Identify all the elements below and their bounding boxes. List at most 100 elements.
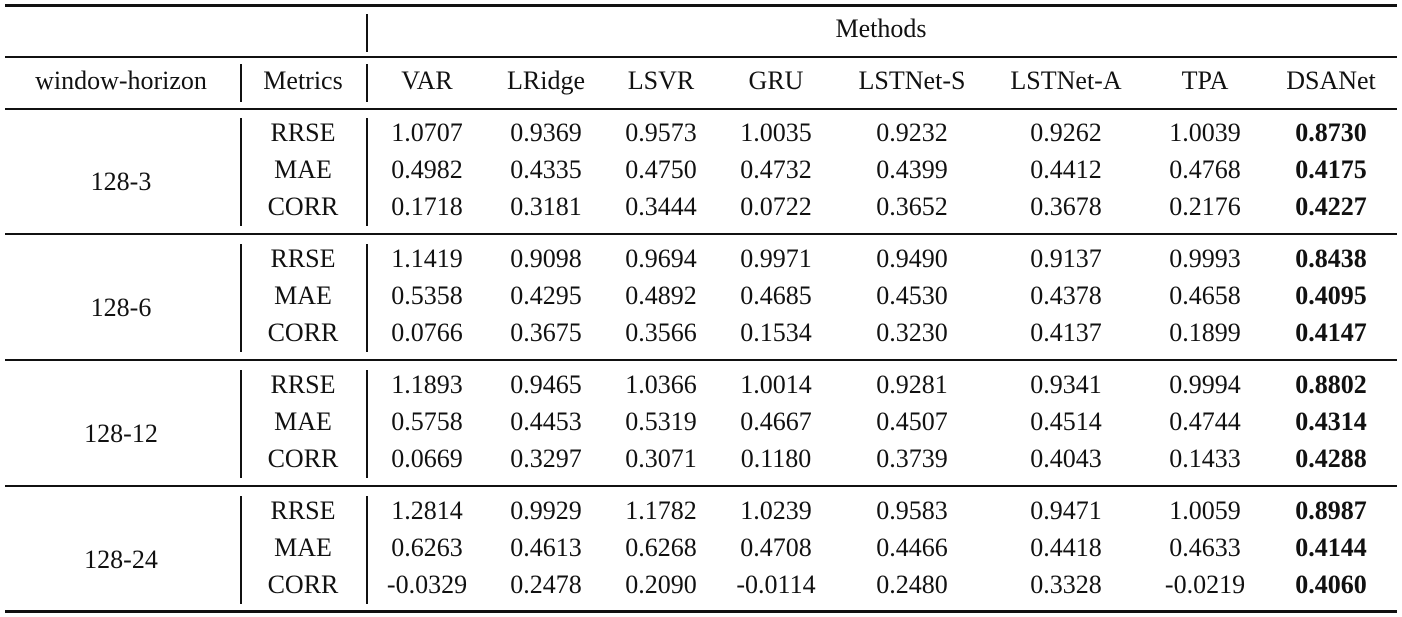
value-cell: 0.4227 bbox=[1295, 192, 1367, 221]
value-cell: 0.1433 bbox=[1169, 444, 1241, 473]
value-cell: 0.9573 bbox=[625, 118, 697, 147]
metric-label: RRSE bbox=[270, 370, 336, 399]
col-header-metrics: Metrics bbox=[263, 66, 343, 95]
col-header-method-var: VAR bbox=[401, 66, 453, 95]
methods-left-vline bbox=[366, 14, 368, 52]
header-vline-metrics bbox=[240, 64, 242, 102]
value-cell: 0.1534 bbox=[740, 318, 812, 347]
col-header-method-dsanet: DSANet bbox=[1286, 66, 1376, 95]
col-header-method-lstnet-s: LSTNet-S bbox=[858, 66, 966, 95]
header-group-rule bbox=[5, 56, 1397, 58]
value-cell: 0.3328 bbox=[1030, 570, 1102, 599]
group-vline-metrics bbox=[240, 496, 242, 604]
value-cell: 0.3675 bbox=[510, 318, 582, 347]
value-cell: 1.0366 bbox=[625, 370, 697, 399]
top-rule bbox=[5, 4, 1397, 7]
group-rule bbox=[5, 485, 1397, 487]
value-cell: 0.2176 bbox=[1169, 192, 1241, 221]
group-vline-metrics bbox=[240, 370, 242, 478]
value-cell: 1.0014 bbox=[740, 370, 812, 399]
value-cell: 1.0239 bbox=[740, 496, 812, 525]
value-cell: 0.5758 bbox=[391, 407, 463, 436]
group-vline-metrics bbox=[240, 244, 242, 352]
value-cell: 0.3297 bbox=[510, 444, 582, 473]
group-vline-methods bbox=[366, 496, 368, 604]
metric-label: CORR bbox=[267, 444, 339, 473]
value-cell: 0.3444 bbox=[625, 192, 697, 221]
value-cell: 0.3739 bbox=[876, 444, 948, 473]
value-cell: 0.4708 bbox=[740, 533, 812, 562]
value-cell: 1.1893 bbox=[391, 370, 463, 399]
value-cell: 0.4399 bbox=[876, 155, 948, 184]
value-cell: 0.4667 bbox=[740, 407, 812, 436]
value-cell: -0.0219 bbox=[1164, 570, 1246, 599]
value-cell: 0.0766 bbox=[391, 318, 463, 347]
value-cell: 0.9583 bbox=[876, 496, 948, 525]
value-cell: 1.2814 bbox=[391, 496, 463, 525]
value-cell: 0.4613 bbox=[510, 533, 582, 562]
value-cell: 0.9929 bbox=[510, 496, 582, 525]
value-cell: 0.9694 bbox=[625, 244, 697, 273]
group-vline-metrics bbox=[240, 118, 242, 226]
value-cell: 1.1419 bbox=[391, 244, 463, 273]
value-cell: 0.6268 bbox=[625, 533, 697, 562]
value-cell: 0.9369 bbox=[510, 118, 582, 147]
value-cell: 0.4633 bbox=[1169, 533, 1241, 562]
value-cell: 0.4685 bbox=[740, 281, 812, 310]
value-cell: 0.4732 bbox=[740, 155, 812, 184]
value-cell: 0.6263 bbox=[391, 533, 463, 562]
col-header-window-horizon: window-horizon bbox=[35, 66, 207, 95]
value-cell: 0.4095 bbox=[1295, 281, 1367, 310]
metric-label: MAE bbox=[274, 533, 332, 562]
col-header-method-lsvr: LSVR bbox=[627, 66, 695, 95]
value-cell: 0.4175 bbox=[1295, 155, 1367, 184]
value-cell: 0.4658 bbox=[1169, 281, 1241, 310]
group-vline-methods bbox=[366, 244, 368, 352]
col-header-method-tpa: TPA bbox=[1181, 66, 1229, 95]
window-horizon-label: 128-6 bbox=[90, 293, 152, 322]
value-cell: 0.3071 bbox=[625, 444, 697, 473]
value-cell: 0.2480 bbox=[876, 570, 948, 599]
value-cell: 0.0722 bbox=[740, 192, 812, 221]
value-cell: 0.9471 bbox=[1030, 496, 1102, 525]
value-cell: 0.8438 bbox=[1295, 244, 1367, 273]
value-cell: 0.4043 bbox=[1030, 444, 1102, 473]
value-cell: 0.9490 bbox=[876, 244, 948, 273]
value-cell: 0.2478 bbox=[510, 570, 582, 599]
value-cell: 0.2090 bbox=[625, 570, 697, 599]
value-cell: 0.3230 bbox=[876, 318, 948, 347]
value-cell: 0.4314 bbox=[1295, 407, 1367, 436]
value-cell: 0.4412 bbox=[1030, 155, 1102, 184]
value-cell: 0.9341 bbox=[1030, 370, 1102, 399]
value-cell: 0.1180 bbox=[740, 444, 812, 473]
group-rule bbox=[5, 359, 1397, 361]
value-cell: 0.4466 bbox=[876, 533, 948, 562]
value-cell: -0.0329 bbox=[386, 570, 468, 599]
value-cell: 0.4378 bbox=[1030, 281, 1102, 310]
value-cell: 0.3566 bbox=[625, 318, 697, 347]
value-cell: 0.4147 bbox=[1295, 318, 1367, 347]
value-cell: 1.0707 bbox=[391, 118, 463, 147]
value-cell: 0.4530 bbox=[876, 281, 948, 310]
value-cell: 1.1782 bbox=[625, 496, 697, 525]
value-cell: 0.9232 bbox=[876, 118, 948, 147]
value-cell: 0.9465 bbox=[510, 370, 582, 399]
value-cell: 0.9137 bbox=[1030, 244, 1102, 273]
group-vline-methods bbox=[366, 118, 368, 226]
methods-group-label: Methods bbox=[835, 14, 927, 43]
value-cell: 0.4295 bbox=[510, 281, 582, 310]
value-cell: 0.4892 bbox=[625, 281, 697, 310]
header-rule bbox=[5, 108, 1397, 110]
value-cell: 0.8730 bbox=[1295, 118, 1367, 147]
value-cell: 1.0039 bbox=[1169, 118, 1241, 147]
value-cell: 1.0059 bbox=[1169, 496, 1241, 525]
value-cell: 0.3678 bbox=[1030, 192, 1102, 221]
value-cell: 0.1899 bbox=[1169, 318, 1241, 347]
value-cell: 0.4453 bbox=[510, 407, 582, 436]
window-horizon-label: 128-12 bbox=[84, 419, 158, 448]
value-cell: 0.4137 bbox=[1030, 318, 1102, 347]
bottom-rule bbox=[5, 610, 1397, 613]
window-horizon-label: 128-3 bbox=[90, 167, 152, 196]
value-cell: 0.4507 bbox=[876, 407, 948, 436]
